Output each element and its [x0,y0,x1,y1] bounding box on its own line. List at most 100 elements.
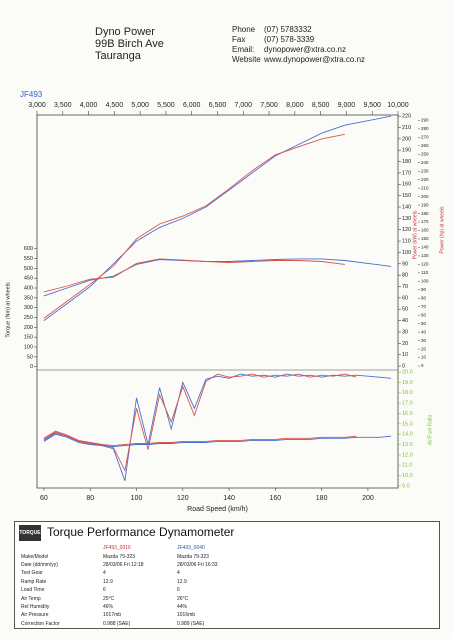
y-tick-label: 17.0 [402,401,413,407]
series-line [43,373,392,481]
y3-tick-label: 150 [421,236,429,241]
y3-tick-label: 170 [421,219,429,224]
y3-axis-title: Power (hp) at wheels [439,206,445,253]
table-cell: Make/Model [21,553,49,560]
y2-tick-label: 150 [402,193,411,199]
x-tick-label: 180 [316,495,328,502]
y-tick-label: 600 [24,246,33,252]
series-line [43,373,357,472]
contact-value: dynopower@xtra.co.nz [264,45,346,54]
y3-tick-label: 80 [421,295,427,300]
rpm-tick-label: 6,000 [183,102,201,109]
y2-tick-label: 130 [402,216,411,222]
rpm-tick-label: 4,500 [106,102,124,109]
dyno-chart: JF493 3,000 3,500 4,000 4,500 5,000 5,500 6,000… [5,90,445,513]
run-details: JF493_0016 JF493_0040 Make/Model Mazda 79-3… [19,544,249,628]
contact-key: Email: [232,45,255,54]
y-tick-label: 16.0 [402,411,413,417]
rpm-tick-label: 7,000 [235,102,253,109]
y3-tick-label: 200 [421,194,429,199]
rpm-tick-label: 5,000 [131,102,149,109]
run-table: TORQUE Torque Performance Dynamometer JF… [14,521,440,629]
table-cell: 28/03/06 Fri 16:33 [177,561,218,568]
y3-tick-label: 180 [421,211,429,216]
y2-tick-label: 200 [402,136,411,142]
table-title: Torque Performance Dynamometer [47,525,235,539]
table-cell: Air Temp [21,595,41,602]
table-cell: 4 [103,570,106,577]
table-row: Ramp Rate 12.9 12.9 [19,578,249,586]
table-cell: Mazda 79-323 [177,553,209,560]
series-line [43,115,392,321]
table-cell: Mazda 79-323 [103,553,135,560]
table-cell: 1017mb [103,612,122,619]
y3-tick-label: 50 [421,321,427,326]
table-cell: 25°C [103,595,115,602]
y3-tick-label: 90 [421,287,427,292]
y3-tick-label: 240 [421,160,429,165]
y3-tick-label: 130 [421,253,429,258]
table-cell: 6 [177,587,180,594]
y-tick-label: 14.0 [402,432,413,438]
y-tick-label: 50 [27,354,33,360]
y-tick-label: 150 [24,335,33,341]
table-cell: Correction Factor [21,620,60,627]
y2-tick-label: 90 [402,261,408,267]
y2-tick-label: 140 [402,204,411,210]
y2-tick-label: 50 [402,307,408,313]
y-tick-label: 550 [24,256,33,262]
y2-tick-label: 220 [402,114,411,120]
y2-tick-label: 190 [402,148,411,154]
table-row: Date (dd/mm/yy) 28/03/06 Fri 12:18 28/03/0… [19,561,249,569]
table-cell: 4 [177,570,180,577]
y-tick-label: 300 [24,305,33,311]
y3-tick-label: 120 [421,262,429,267]
y-tick-label: 12.0 [402,452,413,458]
x-axis-title: Road Speed (km/h) [187,506,248,513]
table-cell: JF493_0016 [103,545,131,552]
table-cell: Air Pressure [21,612,49,619]
table-row: Test Gear 4 4 [19,569,249,577]
contact-block: Phone (07) 5783332 Fax (07) 578-3339 Email… [232,25,365,65]
table-cell [19,544,101,552]
rpm-tick-label: 6,500 [209,102,227,109]
table-cell: 28/03/06 Fri 12:18 [103,561,144,568]
table-cell: Date (dd/mm/yy) [21,561,58,568]
series-line [43,433,392,448]
chart-title: JF493 [20,90,43,99]
y3-tick-label: 110 [421,270,429,275]
y3-tick-label: 280 [421,126,429,131]
x-tick-label: 80 [86,495,94,502]
rpm-tick-label: 4,000 [80,102,98,109]
y3-tick-label: 270 [421,135,429,140]
y2-tick-label: 10 [402,352,408,358]
y3-tick-label: 20 [421,346,427,351]
y-axis-title: Air/Fuel Ratio [427,415,433,446]
rpm-tick-label: 10,000 [387,102,409,109]
y-tick-label: 11.0 [402,463,412,469]
company-block: Dyno Power 99B Birch Ave Tauranga [95,26,164,62]
table-cell: 12.9 [103,578,113,585]
rpm-tick-label: 5,500 [157,102,175,109]
x-tick-label: 140 [223,495,235,502]
table-cell: Ramp Rate [21,578,47,585]
y3-tick-label: 190 [421,202,429,207]
y3-tick-label: 60 [421,312,427,317]
rpm-tick-label: 3,500 [54,102,72,109]
rpm-tick-label: 3,000 [28,102,46,109]
y-axis-title: Torque (Nm) at wheels [5,282,11,338]
series-line [43,431,357,447]
y3-tick-label: 290 [421,118,429,123]
contact-key: Website [232,55,261,64]
table-cell: 0.988 (SAE) [103,620,131,627]
y3-tick-label: 220 [421,177,429,182]
y-tick-label: 100 [24,344,33,350]
y2-tick-label: 30 [402,329,408,335]
y2-tick-label: 210 [402,125,411,131]
contact-value: (07) 5783332 [264,25,312,34]
rpm-tick-label: 9,500 [363,102,381,109]
y3-tick-label: 10 [421,355,427,360]
table-row: Load Time 6 6 [19,586,249,594]
y2-axis-title: Power (kW) at wheels [412,210,418,259]
